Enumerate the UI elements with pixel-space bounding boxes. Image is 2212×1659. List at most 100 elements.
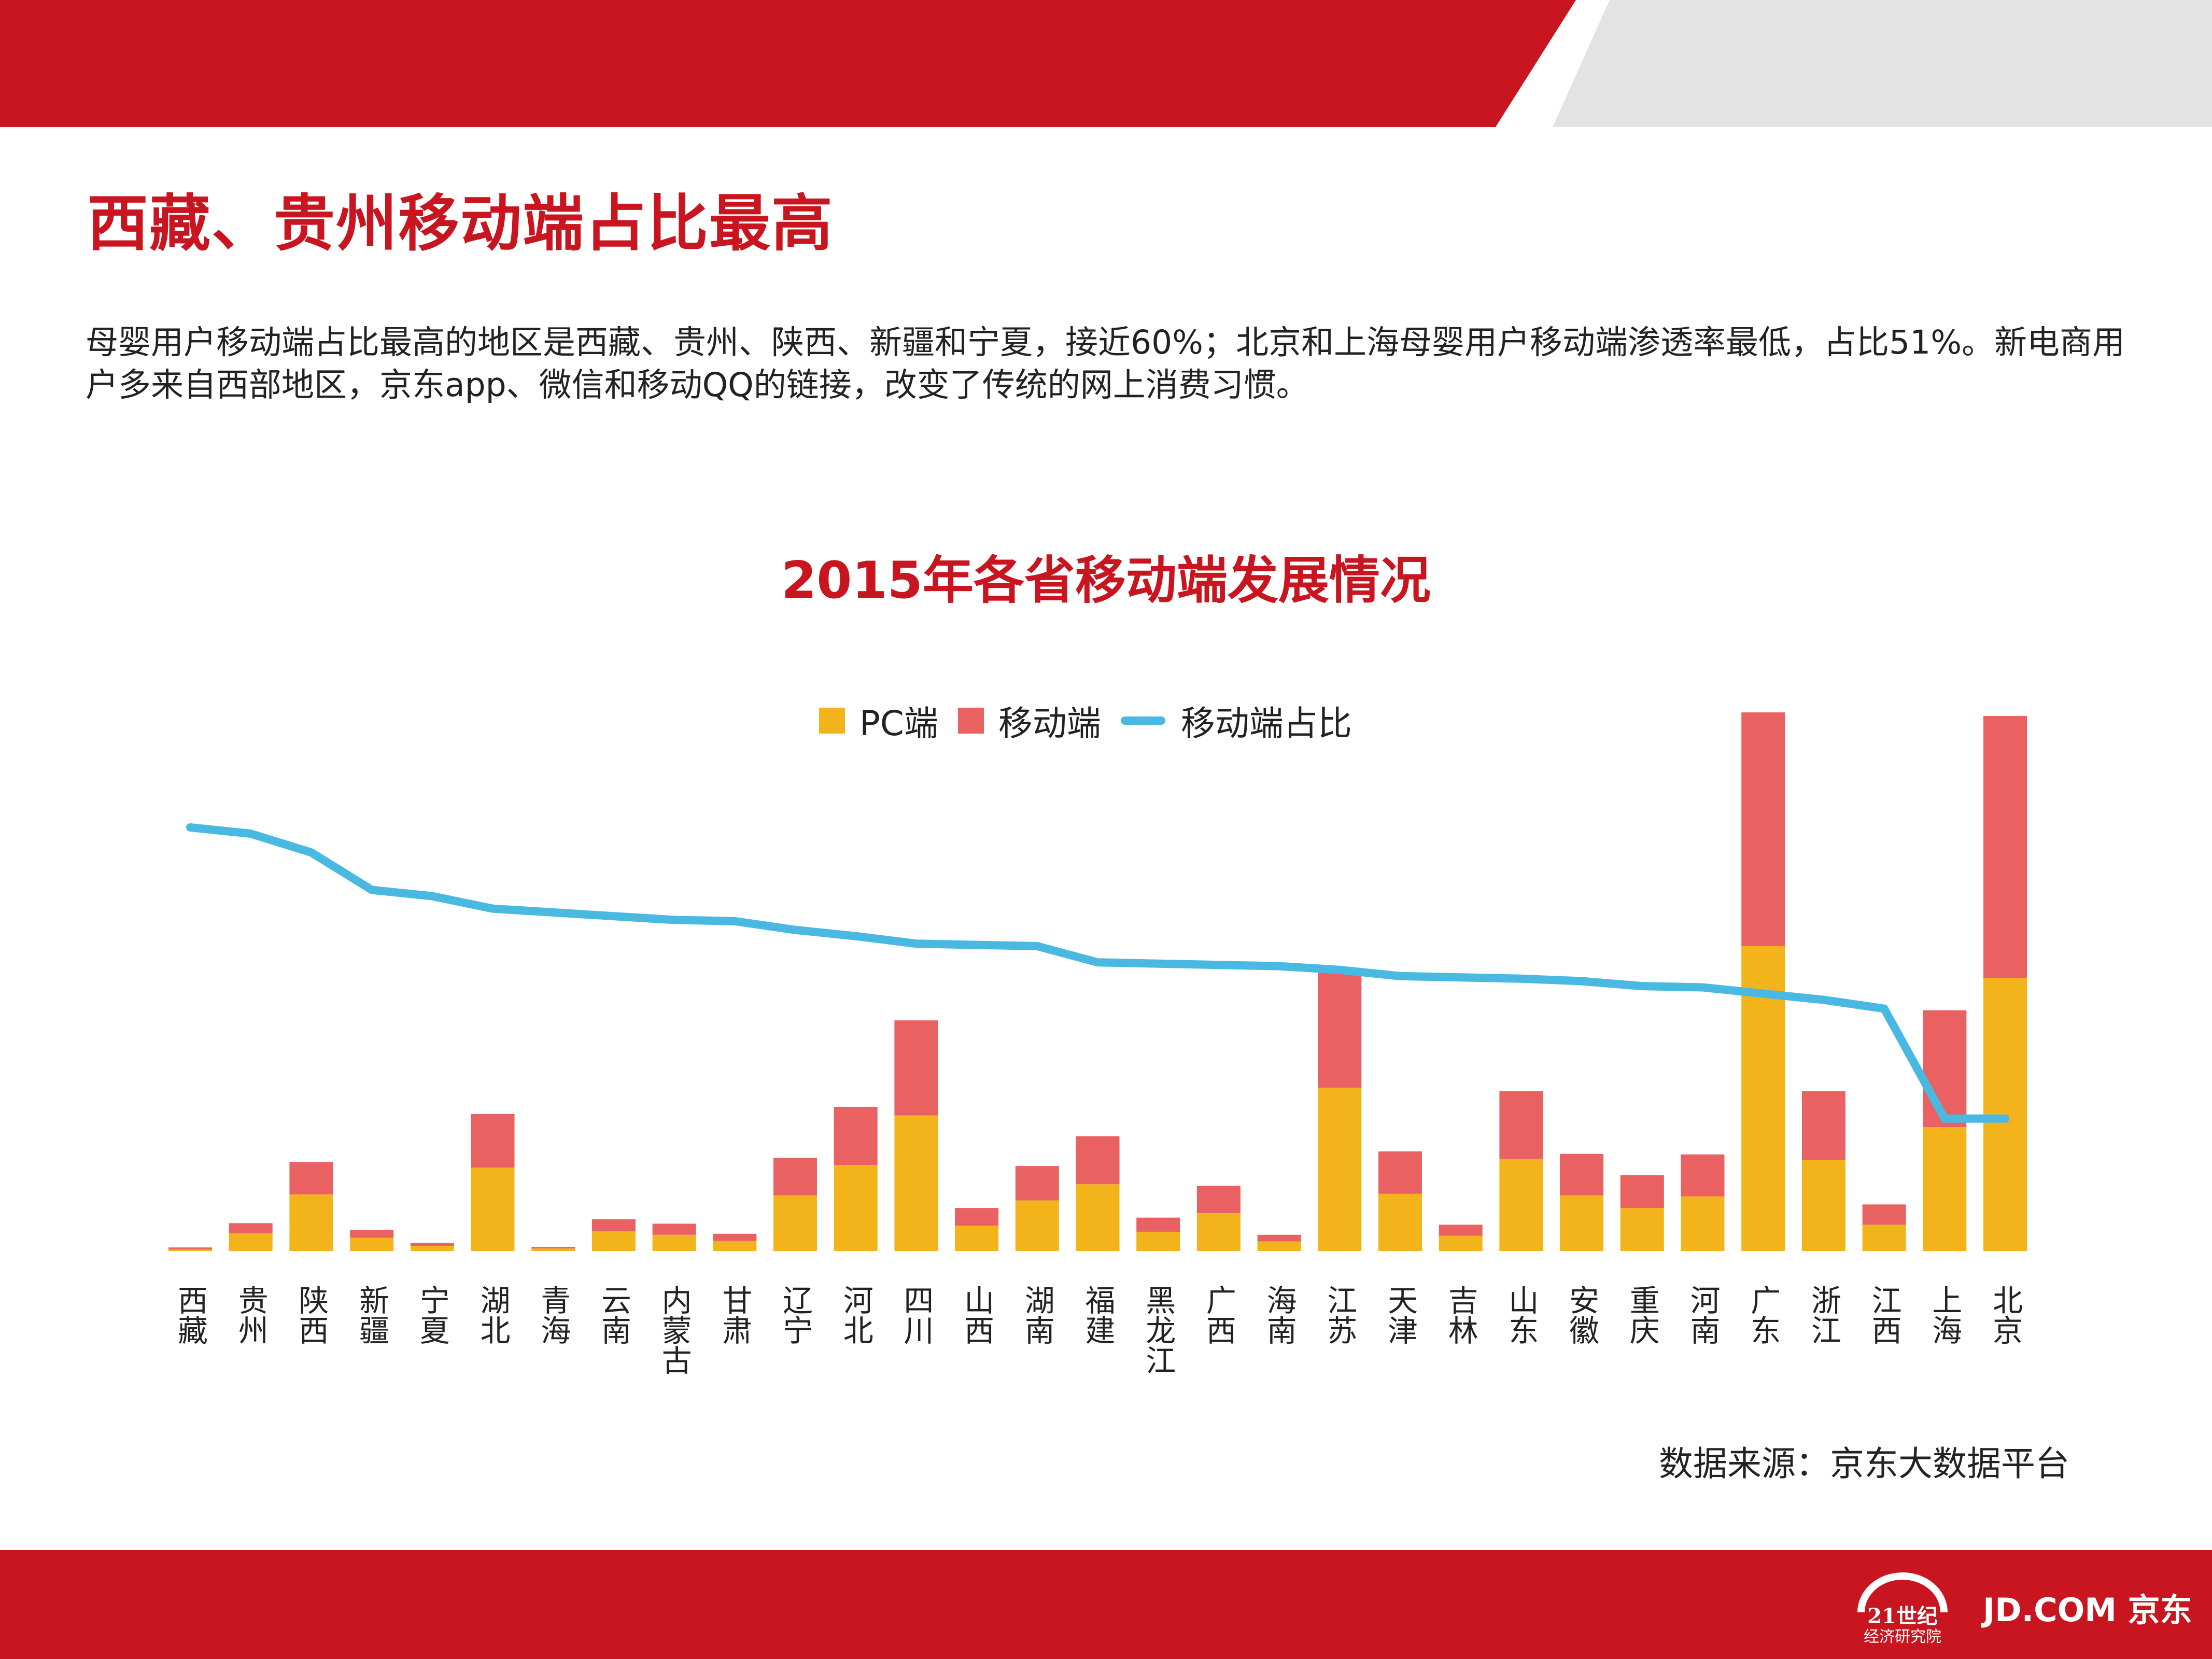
x-tick-label: 天津: [1383, 1285, 1418, 1345]
x-tick-label: 广东: [1745, 1285, 1781, 1345]
bar-mobile-6: [531, 1247, 575, 1249]
bar-mobile-23: [1560, 1154, 1604, 1196]
bar-mobile-19: [1318, 969, 1362, 1088]
x-tick-label: 宁夏: [415, 1285, 450, 1345]
bar-pc-24: [1620, 1208, 1664, 1251]
x-tick-label: 北京: [1988, 1285, 2023, 1345]
legend-item-mobile: 移动端: [957, 696, 1101, 746]
bar-mobile-22: [1499, 1091, 1543, 1159]
x-tick-label: 甘肃: [717, 1285, 752, 1345]
header-red-band: [0, 0, 1576, 127]
header-gray-band: [1553, 0, 2212, 127]
bar-mobile-20: [1378, 1151, 1422, 1194]
bar-pc-11: [834, 1165, 878, 1251]
logo-21-arc-icon: [1857, 1572, 1948, 1613]
bar-mobile-28: [1862, 1204, 1906, 1225]
bar-mobile-1: [229, 1223, 273, 1233]
x-tick-label: 云南: [596, 1285, 631, 1345]
bar-mobile-2: [289, 1162, 333, 1194]
bar-mobile-4: [410, 1243, 454, 1246]
series-line-mobile-share: [186, 823, 2009, 1123]
x-tick-label: 海南: [1262, 1285, 1297, 1345]
bar-mobile-27: [1801, 1091, 1845, 1160]
x-tick-label: 广西: [1201, 1285, 1236, 1345]
bar-mobile-11: [834, 1106, 878, 1165]
bar-pc-10: [773, 1195, 817, 1251]
page-title: 西藏、贵州移动端占比最高: [87, 188, 834, 259]
bar-mobile-13: [955, 1208, 999, 1226]
x-tick-label: 四川: [898, 1285, 934, 1345]
bar-pc-4: [410, 1246, 454, 1251]
x-tick-label: 福建: [1080, 1285, 1116, 1345]
bar-mobile-29: [1923, 1010, 1967, 1128]
bar-mobile-24: [1620, 1175, 1664, 1208]
x-tick-label: 湖南: [1020, 1285, 1055, 1345]
bar-mobile-17: [1196, 1186, 1241, 1213]
x-tick-label: 重庆: [1625, 1285, 1660, 1345]
x-tick-label: 陕西: [293, 1285, 329, 1345]
bar-mobile-21: [1439, 1225, 1483, 1236]
x-tick-label: 上海: [1927, 1285, 1962, 1345]
bar-mobile-12: [894, 1020, 938, 1116]
chart-title: 2015年各省移动端发展情况: [781, 551, 1431, 610]
x-tick-label: 青海: [536, 1285, 571, 1345]
bar-pc-27: [1801, 1160, 1845, 1251]
x-tick-label: 内蒙古: [657, 1285, 692, 1375]
x-tick-label: 吉林: [1443, 1285, 1478, 1345]
logo-21-main: 21世纪: [1867, 1604, 1938, 1628]
bar-pc-25: [1681, 1196, 1725, 1251]
legend-label-pc: PC端: [860, 704, 938, 743]
x-tick-label: 新疆: [354, 1285, 389, 1345]
bar-mobile-25: [1681, 1154, 1725, 1197]
legend-label-mobile: 移动端: [998, 704, 1101, 743]
bar-pc-19: [1318, 1087, 1362, 1251]
bar-pc-22: [1499, 1159, 1543, 1251]
legend-swatch-share: [1120, 716, 1165, 725]
bar-mobile-5: [471, 1114, 515, 1168]
footer-band: [0, 1550, 2212, 1659]
bar-mobile-30: [1983, 715, 2027, 978]
bar-mobile-9: [713, 1233, 757, 1241]
bar-mobile-7: [591, 1219, 636, 1231]
x-tick-label: 河南: [1685, 1285, 1721, 1345]
bar-pc-20: [1378, 1193, 1422, 1251]
x-tick-label: 贵州: [233, 1285, 269, 1345]
bar-mobile-8: [652, 1224, 696, 1235]
legend-swatch-pc: [819, 708, 845, 734]
bar-pc-18: [1257, 1241, 1301, 1251]
bar-mobile-26: [1741, 712, 1785, 946]
x-tick-label: 山东: [1503, 1285, 1539, 1345]
x-tick-label: 黑龙江: [1140, 1285, 1176, 1375]
x-tick-label: 浙江: [1806, 1285, 1841, 1345]
chart-legend: PC端 移动端 移动端占比: [819, 700, 1372, 743]
x-tick-label: 辽宁: [778, 1285, 813, 1345]
legend-item-pc: PC端: [819, 696, 938, 746]
x-tick-label: 江西: [1867, 1285, 1902, 1345]
bar-pc-12: [894, 1115, 938, 1251]
bar-pc-9: [713, 1241, 757, 1251]
bar-pc-23: [1560, 1195, 1604, 1251]
bar-mobile-18: [1257, 1234, 1301, 1242]
x-tick-label: 安徽: [1564, 1285, 1599, 1345]
bar-pc-17: [1196, 1213, 1241, 1251]
bar-mobile-0: [168, 1247, 212, 1250]
bar-pc-3: [350, 1238, 394, 1251]
bar-pc-14: [1015, 1200, 1059, 1251]
x-tick-label: 江苏: [1322, 1285, 1357, 1345]
bar-mobile-10: [773, 1158, 817, 1196]
legend-item-share: 移动端占比: [1120, 696, 1352, 746]
page-description: 母婴用户移动端占比最高的地区是西藏、贵州、陕西、新疆和宁夏，接近60%；北京和上…: [86, 324, 2125, 404]
legend-label-share: 移动端占比: [1180, 704, 1352, 743]
logo-21st-century: 21世纪 经济研究院: [1851, 1571, 1954, 1654]
bar-pc-6: [531, 1248, 575, 1251]
bar-pc-2: [289, 1194, 333, 1251]
bar-pc-29: [1923, 1127, 1967, 1251]
bar-mobile-3: [350, 1230, 394, 1238]
bar-pc-8: [652, 1234, 696, 1251]
x-tick-label: 河北: [838, 1285, 873, 1345]
bar-mobile-15: [1076, 1136, 1120, 1185]
bar-pc-13: [955, 1226, 999, 1251]
logo-jd: JD.COM 京东: [1983, 1591, 2192, 1629]
bar-mobile-14: [1015, 1166, 1059, 1201]
